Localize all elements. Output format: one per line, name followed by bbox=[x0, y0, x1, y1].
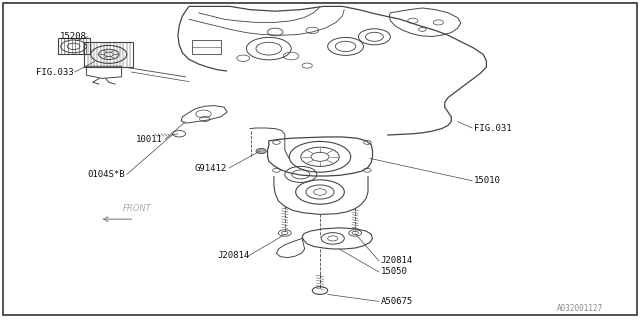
Text: J20814: J20814 bbox=[218, 252, 250, 260]
Text: 0104S*B: 0104S*B bbox=[87, 170, 125, 179]
Text: A50675: A50675 bbox=[381, 297, 413, 306]
Text: 15208: 15208 bbox=[60, 32, 86, 41]
Text: FRONT: FRONT bbox=[124, 204, 152, 213]
Text: 15010: 15010 bbox=[474, 176, 500, 185]
Text: G91412: G91412 bbox=[195, 164, 227, 172]
Text: J20814: J20814 bbox=[381, 256, 413, 265]
Text: 15050: 15050 bbox=[381, 268, 408, 276]
Text: A032001127: A032001127 bbox=[557, 304, 603, 313]
Text: FIG.031: FIG.031 bbox=[474, 124, 511, 132]
Text: 10011: 10011 bbox=[136, 135, 163, 144]
Text: FIG.033: FIG.033 bbox=[36, 68, 74, 76]
Circle shape bbox=[256, 148, 266, 154]
